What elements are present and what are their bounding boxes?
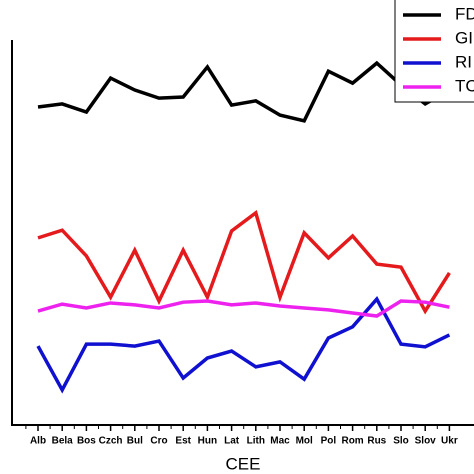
x-tick-label: Rom <box>341 436 363 447</box>
x-tick-label: Bos <box>77 436 96 447</box>
x-tick-label: Alb <box>30 436 46 447</box>
x-tick-label: Slov <box>415 436 437 447</box>
x-tick-label: Mol <box>296 436 313 447</box>
data-line <box>37 209 451 315</box>
legend-label: TC <box>455 76 474 95</box>
legend-label: FD <box>455 4 474 23</box>
x-tick-label: Cro <box>150 436 167 447</box>
x-tick-label: Mac <box>270 436 290 447</box>
x-tick-label: Rus <box>367 436 386 447</box>
x-axis-label: CEE <box>226 454 261 473</box>
x-tick-label: Bela <box>52 436 74 447</box>
x-tick-label: Est <box>175 436 191 447</box>
x-tick-label: Lat <box>224 436 240 447</box>
legend-box <box>394 0 474 103</box>
data-line <box>37 60 451 123</box>
data-line <box>36 296 451 394</box>
data-line <box>37 299 450 318</box>
x-tick-label: Hun <box>198 436 217 447</box>
x-tick-label: Czch <box>99 436 123 447</box>
x-tick-label: Slo <box>393 436 409 447</box>
legend-label: GI <box>455 28 473 47</box>
legend-label: RI <box>455 52 472 71</box>
x-tick-label: Bul <box>127 436 143 447</box>
x-tick-label: Pol <box>321 436 337 447</box>
x-tick-label: Lith <box>247 436 265 447</box>
x-tick-label: Ukr <box>441 436 458 447</box>
